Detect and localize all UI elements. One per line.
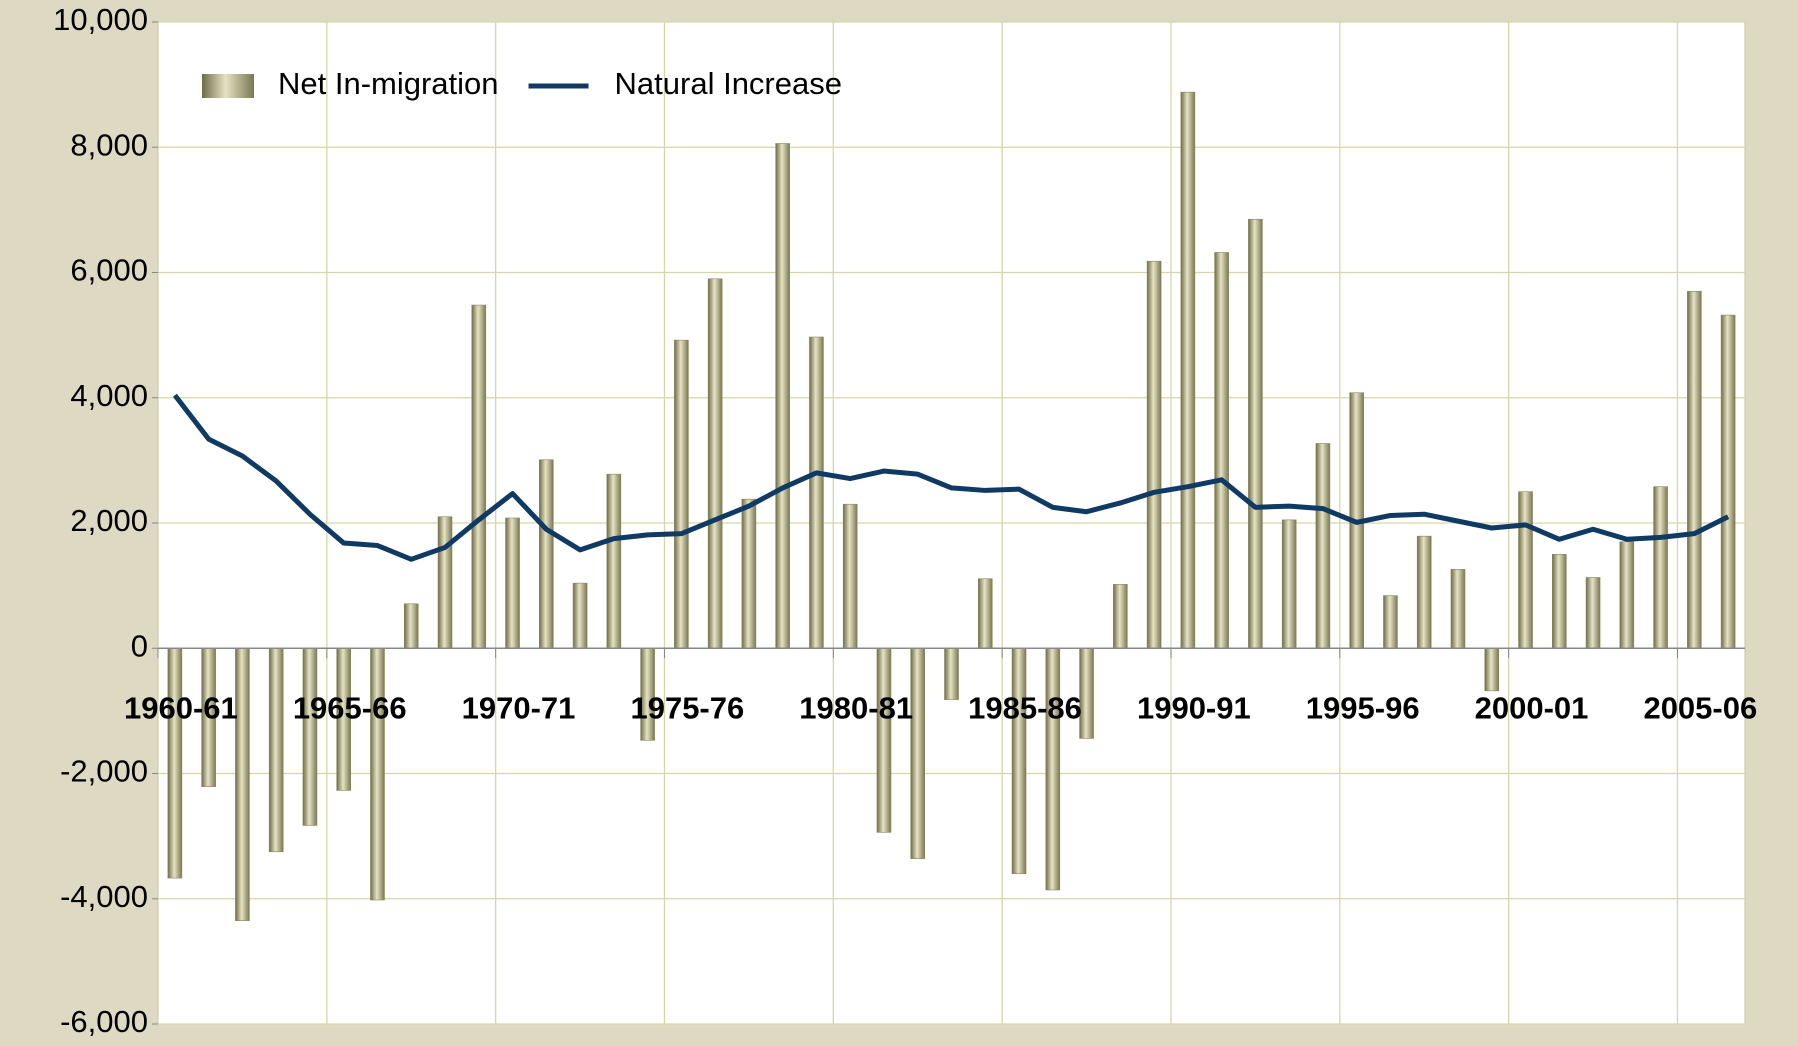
bar bbox=[910, 647, 926, 859]
y-tick-label: 6,000 bbox=[70, 253, 148, 288]
bar bbox=[1619, 541, 1635, 649]
bar bbox=[1518, 491, 1533, 649]
bar bbox=[1551, 554, 1567, 649]
x-tick-label: 1990-91 bbox=[1137, 690, 1251, 725]
bar bbox=[707, 278, 723, 649]
legend-label: Net In-migration bbox=[278, 66, 499, 101]
bar bbox=[606, 473, 622, 649]
y-tick-label: -6,000 bbox=[60, 1004, 148, 1039]
bar bbox=[1248, 218, 1263, 649]
bar bbox=[977, 578, 993, 649]
bar bbox=[1180, 91, 1196, 649]
x-tick-label: 1985-86 bbox=[968, 690, 1082, 725]
bar bbox=[1315, 443, 1331, 649]
bar bbox=[1585, 577, 1601, 649]
bar bbox=[876, 647, 892, 833]
bar bbox=[1450, 569, 1466, 649]
bar bbox=[741, 498, 757, 649]
y-tick-label: 4,000 bbox=[70, 378, 148, 413]
y-tick-label: 2,000 bbox=[70, 503, 148, 538]
bar bbox=[403, 603, 419, 649]
line bbox=[172, 393, 1730, 562]
bar bbox=[370, 647, 385, 901]
x-tick-label: 1960-61 bbox=[124, 690, 238, 725]
bar bbox=[505, 517, 520, 649]
bar bbox=[437, 516, 453, 649]
bar bbox=[809, 336, 824, 649]
x-tick-label: 2005-06 bbox=[1643, 690, 1757, 725]
bar bbox=[1687, 290, 1702, 649]
bar bbox=[674, 339, 689, 649]
bar bbox=[1011, 647, 1027, 874]
bar bbox=[775, 143, 790, 649]
bar bbox=[167, 647, 183, 879]
y-tick-label: -2,000 bbox=[60, 754, 148, 789]
x-tick-label: 1970-71 bbox=[462, 690, 576, 725]
legend-swatch bbox=[202, 74, 254, 98]
y-tick-label: 10,000 bbox=[53, 2, 148, 37]
legend-label: Natural Increase bbox=[615, 66, 842, 101]
bar bbox=[1416, 535, 1432, 649]
y-tick-label: 8,000 bbox=[70, 127, 148, 162]
bar bbox=[1281, 519, 1297, 649]
x-tick-label: 2000-01 bbox=[1475, 690, 1589, 725]
x-tick-label: 1975-76 bbox=[630, 690, 744, 725]
bar bbox=[1146, 260, 1162, 649]
bar bbox=[1214, 252, 1229, 649]
bar bbox=[268, 647, 284, 853]
bar bbox=[1383, 595, 1398, 649]
bar bbox=[471, 304, 487, 649]
bar bbox=[302, 647, 318, 826]
bar bbox=[235, 647, 250, 921]
x-tick-label: 1980-81 bbox=[799, 690, 913, 725]
bar bbox=[842, 503, 858, 649]
y-tick-label: -4,000 bbox=[60, 879, 148, 914]
bar bbox=[1653, 486, 1668, 649]
x-tick-label: 1965-66 bbox=[293, 690, 407, 725]
bar bbox=[1720, 314, 1736, 649]
y-tick-label: 0 bbox=[131, 628, 148, 663]
bar bbox=[1045, 647, 1061, 891]
bar bbox=[1113, 584, 1128, 649]
bar bbox=[1484, 647, 1500, 692]
x-tick-label: 1995-96 bbox=[1306, 690, 1420, 725]
bar bbox=[944, 647, 959, 700]
bar bbox=[572, 582, 588, 649]
bar bbox=[539, 459, 554, 649]
